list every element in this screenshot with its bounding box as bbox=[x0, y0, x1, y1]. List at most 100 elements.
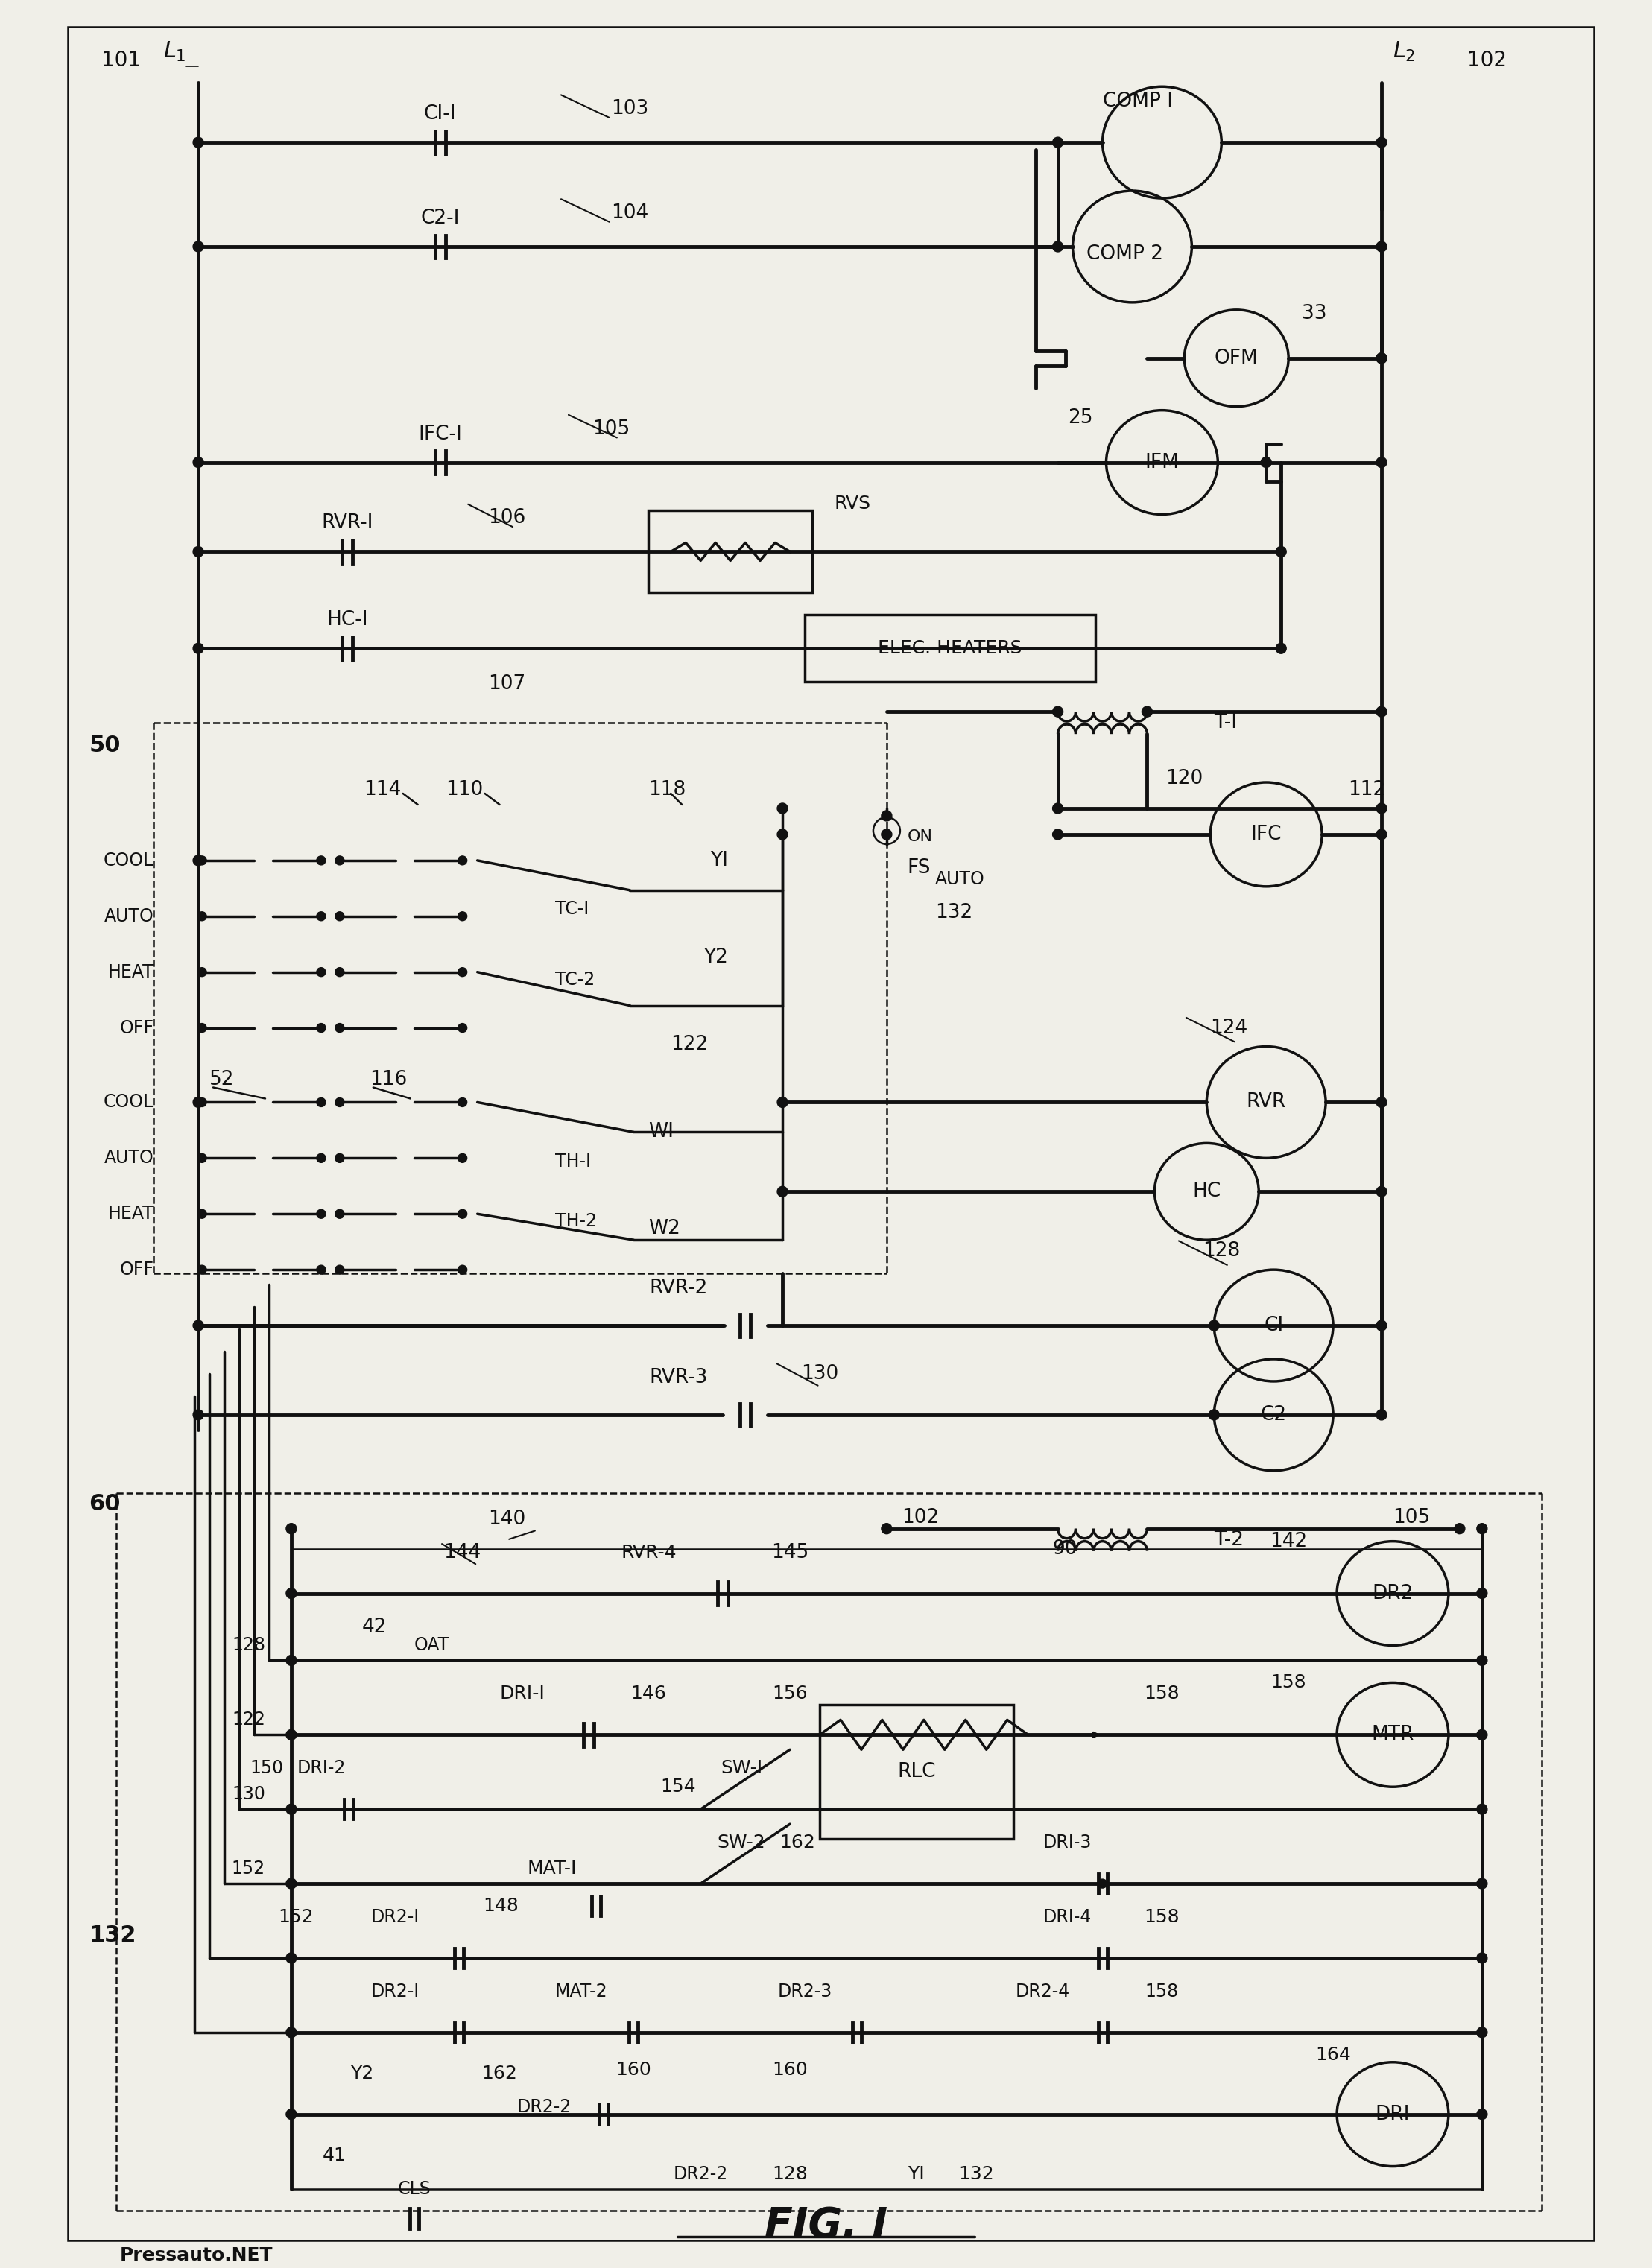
Circle shape bbox=[286, 1524, 296, 1533]
Circle shape bbox=[317, 1023, 325, 1032]
Circle shape bbox=[335, 968, 344, 978]
Text: 120: 120 bbox=[1166, 769, 1203, 789]
Circle shape bbox=[335, 1209, 344, 1218]
Text: 146: 146 bbox=[631, 1685, 666, 1703]
Text: CI-I: CI-I bbox=[425, 104, 456, 125]
Text: 162: 162 bbox=[780, 1835, 814, 1851]
Circle shape bbox=[335, 1023, 344, 1032]
Text: MAT-I: MAT-I bbox=[527, 1860, 577, 1878]
Text: DR2-2: DR2-2 bbox=[517, 2098, 572, 2116]
Text: OFF: OFF bbox=[119, 1018, 154, 1036]
Circle shape bbox=[335, 1154, 344, 1163]
Circle shape bbox=[286, 1878, 296, 1889]
Text: TH-I: TH-I bbox=[555, 1152, 591, 1170]
Text: AUTO: AUTO bbox=[935, 871, 985, 889]
Text: DR2-4: DR2-4 bbox=[1016, 1982, 1070, 2000]
Circle shape bbox=[1376, 705, 1386, 717]
Circle shape bbox=[1099, 1880, 1107, 1887]
Text: 144: 144 bbox=[444, 1542, 481, 1563]
Bar bbox=[819, 1706, 1013, 1839]
Circle shape bbox=[193, 1320, 203, 1331]
Circle shape bbox=[1052, 803, 1062, 814]
Text: FIG. I: FIG. I bbox=[765, 2207, 887, 2245]
Text: 132: 132 bbox=[958, 2166, 995, 2182]
Circle shape bbox=[1052, 136, 1062, 147]
Circle shape bbox=[198, 912, 206, 921]
Text: $L_1$: $L_1$ bbox=[164, 41, 185, 64]
Circle shape bbox=[1376, 1320, 1386, 1331]
Text: SW-2: SW-2 bbox=[717, 1835, 765, 1851]
Circle shape bbox=[198, 1154, 206, 1163]
Circle shape bbox=[1477, 1656, 1487, 1665]
Circle shape bbox=[1376, 354, 1386, 363]
Text: 52: 52 bbox=[210, 1070, 235, 1089]
Text: 160: 160 bbox=[771, 2062, 808, 2077]
Text: 102: 102 bbox=[1467, 50, 1507, 70]
Text: RLC: RLC bbox=[897, 1762, 935, 1783]
Text: OAT: OAT bbox=[415, 1637, 449, 1653]
Text: MAT-2: MAT-2 bbox=[555, 1982, 608, 2000]
Text: COOL: COOL bbox=[104, 850, 154, 869]
Text: DR2-2: DR2-2 bbox=[674, 2166, 729, 2182]
Text: 114: 114 bbox=[363, 780, 401, 798]
Text: RVR: RVR bbox=[1246, 1093, 1285, 1111]
Text: AUTO: AUTO bbox=[104, 907, 154, 925]
Text: 116: 116 bbox=[370, 1070, 406, 1089]
Text: MTR: MTR bbox=[1371, 1726, 1414, 1744]
Circle shape bbox=[193, 136, 203, 147]
Circle shape bbox=[1275, 547, 1287, 558]
Circle shape bbox=[286, 1656, 296, 1665]
Circle shape bbox=[1260, 458, 1272, 467]
Text: 156: 156 bbox=[771, 1685, 808, 1703]
Bar bbox=[649, 510, 813, 592]
Circle shape bbox=[1376, 240, 1386, 252]
Text: $L_2$: $L_2$ bbox=[1393, 41, 1416, 64]
Circle shape bbox=[1052, 830, 1062, 839]
Text: CI: CI bbox=[1264, 1315, 1284, 1336]
Circle shape bbox=[776, 1098, 788, 1107]
Text: RVR-3: RVR-3 bbox=[649, 1368, 707, 1388]
Circle shape bbox=[776, 830, 788, 839]
Circle shape bbox=[286, 1588, 296, 1599]
Circle shape bbox=[317, 912, 325, 921]
Text: 158: 158 bbox=[1145, 1907, 1180, 1926]
Text: CLS: CLS bbox=[398, 2180, 431, 2198]
Circle shape bbox=[317, 1098, 325, 1107]
Text: 90: 90 bbox=[1052, 1540, 1077, 1558]
Text: HC-I: HC-I bbox=[327, 610, 368, 631]
Text: 122: 122 bbox=[231, 1710, 266, 1728]
Text: 132: 132 bbox=[89, 1926, 135, 1946]
Circle shape bbox=[1376, 830, 1386, 839]
Text: 128: 128 bbox=[771, 2166, 808, 2182]
Text: 130: 130 bbox=[801, 1363, 839, 1383]
Text: DRI-4: DRI-4 bbox=[1042, 1907, 1092, 1926]
Circle shape bbox=[1052, 240, 1062, 252]
Circle shape bbox=[317, 1154, 325, 1163]
Circle shape bbox=[286, 1953, 296, 1964]
Bar bbox=[805, 615, 1095, 683]
Text: 160: 160 bbox=[616, 2062, 651, 2077]
Text: OFF: OFF bbox=[119, 1261, 154, 1279]
Circle shape bbox=[1454, 1524, 1465, 1533]
Circle shape bbox=[1142, 705, 1153, 717]
Circle shape bbox=[198, 968, 206, 978]
Text: 33: 33 bbox=[1302, 304, 1327, 324]
Circle shape bbox=[335, 1098, 344, 1107]
Text: DRI-2: DRI-2 bbox=[297, 1760, 345, 1778]
Text: YI: YI bbox=[909, 2166, 925, 2182]
Circle shape bbox=[776, 803, 788, 814]
Text: 118: 118 bbox=[648, 780, 686, 798]
Text: 105: 105 bbox=[593, 420, 629, 438]
Text: 105: 105 bbox=[1393, 1508, 1431, 1526]
Text: TH-2: TH-2 bbox=[555, 1213, 598, 1229]
Circle shape bbox=[198, 1023, 206, 1032]
Text: 42: 42 bbox=[362, 1617, 387, 1637]
Circle shape bbox=[198, 1266, 206, 1275]
Circle shape bbox=[882, 1524, 892, 1533]
Text: RVS: RVS bbox=[834, 494, 871, 513]
Circle shape bbox=[1209, 1411, 1219, 1420]
Circle shape bbox=[1052, 705, 1062, 717]
Text: 132: 132 bbox=[935, 903, 973, 923]
Text: C2-I: C2-I bbox=[421, 209, 459, 229]
Circle shape bbox=[1376, 354, 1386, 363]
